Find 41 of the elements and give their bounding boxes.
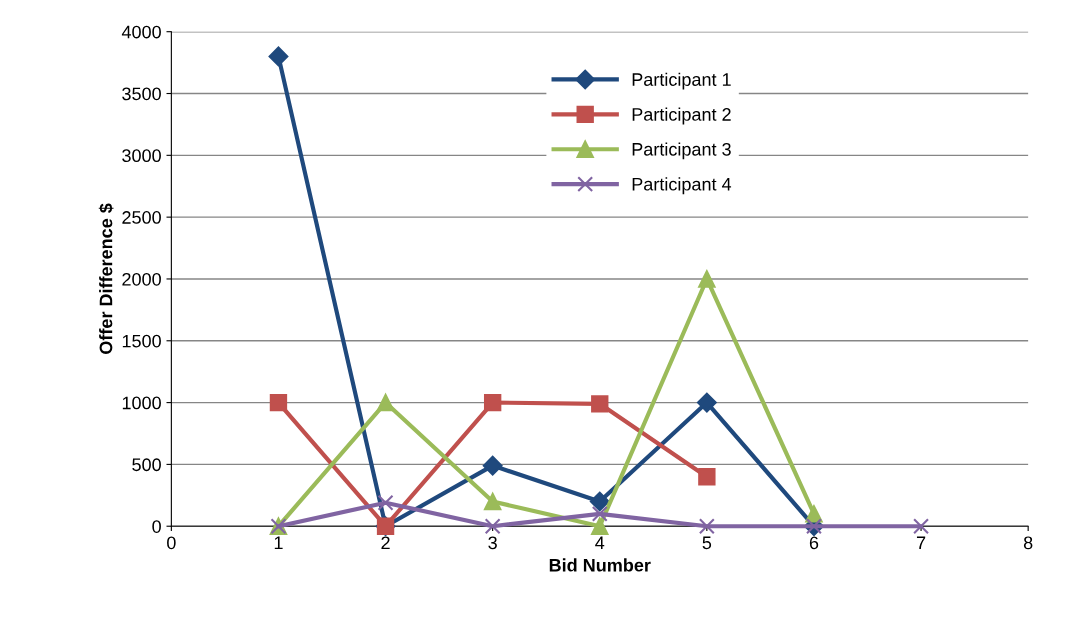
y-tick-label: 500 [132,458,161,472]
point [589,491,610,512]
x-tick-label: 7 [916,536,926,550]
y-tick-label: 1000 [122,396,161,410]
legend-label: Participant 3 [632,142,731,160]
point [698,518,715,535]
point [377,494,394,511]
x-tick-label: 4 [595,536,605,550]
point [591,395,609,413]
y-tick-label: 4000 [121,25,161,39]
legend-label: Participant 1 [632,72,731,90]
point [698,468,716,486]
x-tick-label: 2 [381,536,390,550]
y-tick-label: 2000 [122,272,161,286]
point [591,517,609,535]
x-tick-label: 8 [1023,536,1033,550]
y-tick-label: 2500 [122,211,161,224]
y-tick-label: 1500 [122,334,161,348]
point [268,46,289,67]
point [484,518,501,535]
x-tick-label: 6 [809,536,819,550]
point [482,455,503,476]
point [483,393,502,412]
y-tick-label: 3000 [122,149,161,163]
point [376,393,395,412]
point [269,393,288,412]
legend-label: Participant 4 [632,177,732,195]
y-tick-label: 3500 [122,87,161,101]
y-tick-label: 0 [152,520,161,533]
point [696,392,717,413]
x-axis-title: Bid Number [549,558,651,572]
x-tick-label: 3 [488,536,497,550]
point [698,270,716,288]
x-tick-label: 1 [274,536,283,550]
legend-label: Participant 2 [632,107,731,125]
x-tick-label: 0 [167,536,176,550]
point [483,492,502,511]
y-axis-title: Offer Difference $ [98,203,114,354]
point [913,518,930,535]
x-tick-label: 5 [702,536,712,550]
point [591,505,608,522]
